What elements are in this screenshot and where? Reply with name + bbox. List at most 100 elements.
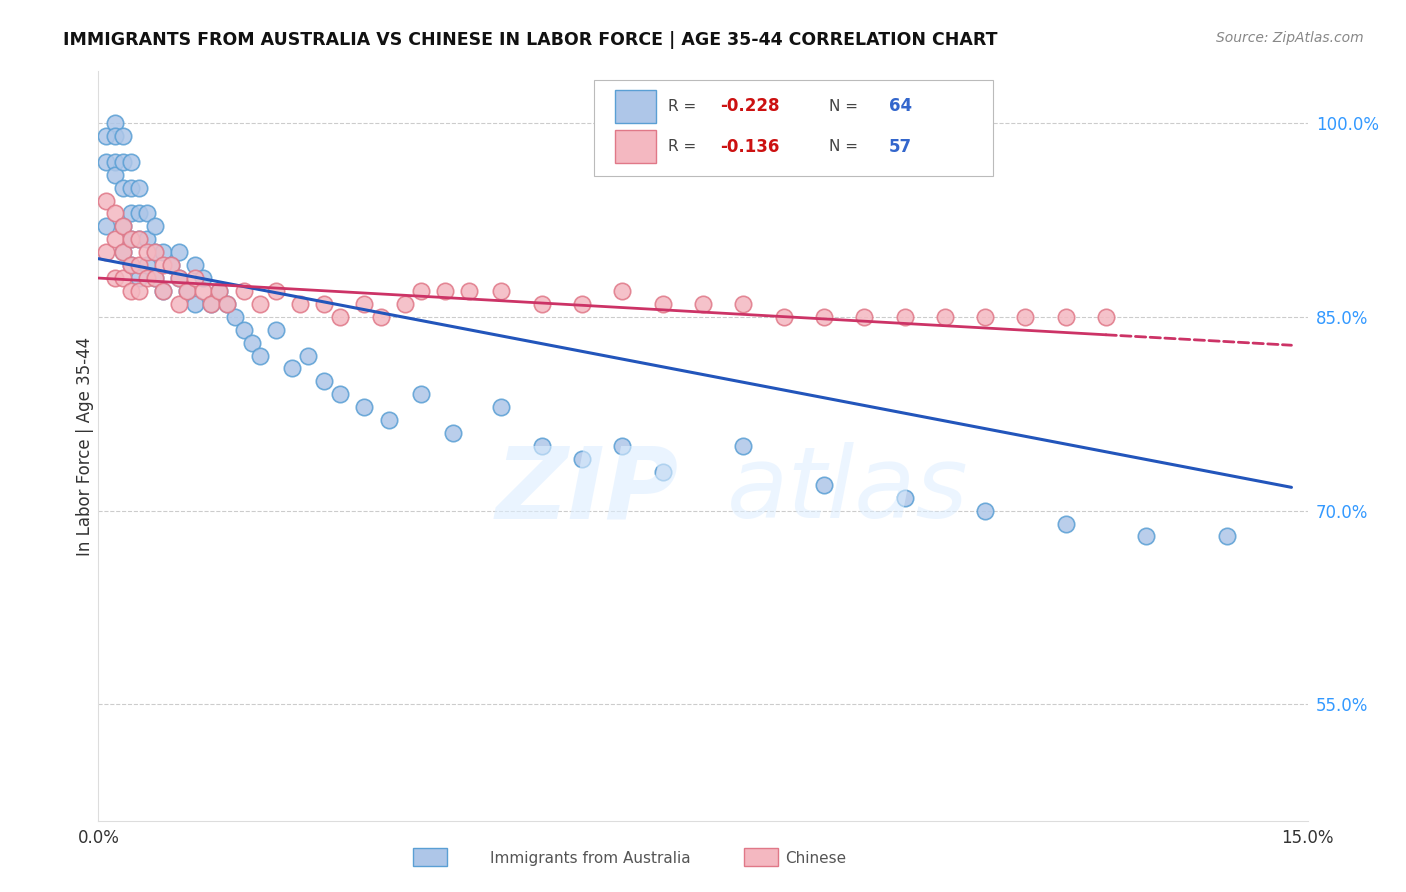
Point [1095, 310, 1118, 324]
Point [813, 477, 835, 491]
Point [893, 310, 915, 324]
Point [128, 258, 150, 272]
Point [128, 271, 150, 285]
Point [934, 310, 956, 324]
Point [651, 297, 673, 311]
Point [651, 465, 673, 479]
Point [160, 258, 183, 272]
Point [184, 271, 207, 285]
Point [143, 245, 166, 260]
Point [974, 503, 997, 517]
Point [152, 284, 174, 298]
Point [143, 271, 166, 285]
Point [200, 297, 222, 311]
Point [103, 271, 125, 285]
FancyBboxPatch shape [413, 848, 447, 866]
Point [1014, 310, 1036, 324]
Text: Immigrants from Australia: Immigrants from Australia [491, 851, 690, 865]
Point [692, 297, 714, 311]
Point [217, 297, 239, 311]
Point [111, 219, 134, 234]
Point [128, 206, 150, 220]
Point [612, 284, 634, 298]
Point [530, 297, 553, 311]
Point [217, 297, 239, 311]
Point [893, 491, 915, 505]
Point [208, 284, 231, 298]
Point [200, 297, 222, 311]
Point [135, 258, 157, 272]
Point [111, 219, 134, 234]
Point [120, 258, 142, 272]
Point [458, 284, 481, 298]
Point [1054, 310, 1077, 324]
Point [184, 297, 207, 311]
Point [353, 297, 375, 311]
Point [353, 401, 375, 415]
Point [733, 439, 755, 453]
Point [288, 297, 311, 311]
Point [111, 271, 134, 285]
Point [111, 180, 134, 194]
Text: ZIP: ZIP [496, 442, 679, 540]
Text: atlas: atlas [727, 442, 969, 540]
Point [329, 310, 352, 324]
Point [377, 413, 399, 427]
Point [143, 245, 166, 260]
Point [135, 245, 157, 260]
Point [176, 284, 198, 298]
Point [143, 219, 166, 234]
Point [103, 206, 125, 220]
Point [167, 271, 190, 285]
Text: Source: ZipAtlas.com: Source: ZipAtlas.com [1216, 31, 1364, 45]
Point [193, 271, 215, 285]
Point [120, 232, 142, 246]
Point [184, 258, 207, 272]
Point [394, 297, 416, 311]
Point [120, 258, 142, 272]
Point [128, 180, 150, 194]
Point [297, 349, 319, 363]
Point [571, 297, 593, 311]
Point [135, 271, 157, 285]
Point [111, 128, 134, 143]
Text: R =: R = [668, 139, 696, 154]
Point [314, 297, 336, 311]
Point [103, 168, 125, 182]
Point [135, 206, 157, 220]
Point [1216, 529, 1239, 543]
Point [143, 271, 166, 285]
FancyBboxPatch shape [595, 80, 993, 177]
Point [120, 206, 142, 220]
Text: Chinese: Chinese [785, 851, 846, 865]
Point [160, 258, 183, 272]
Point [491, 401, 513, 415]
Point [96, 245, 118, 260]
Point [96, 128, 118, 143]
Point [111, 154, 134, 169]
Point [409, 387, 432, 401]
Point [1054, 516, 1077, 531]
Point [224, 310, 246, 324]
Point [128, 284, 150, 298]
Point [111, 245, 134, 260]
Text: R =: R = [668, 99, 696, 114]
Point [193, 284, 215, 298]
Point [232, 323, 254, 337]
Point [434, 284, 457, 298]
Point [370, 310, 392, 324]
Point [491, 284, 513, 298]
Point [772, 310, 794, 324]
Text: -0.228: -0.228 [720, 97, 779, 115]
Point [232, 284, 254, 298]
Point [120, 180, 142, 194]
Point [167, 271, 190, 285]
Point [249, 297, 271, 311]
Text: 64: 64 [889, 97, 912, 115]
Point [96, 219, 118, 234]
Point [853, 310, 876, 324]
Point [152, 284, 174, 298]
Point [264, 284, 287, 298]
Point [281, 361, 304, 376]
Point [120, 284, 142, 298]
